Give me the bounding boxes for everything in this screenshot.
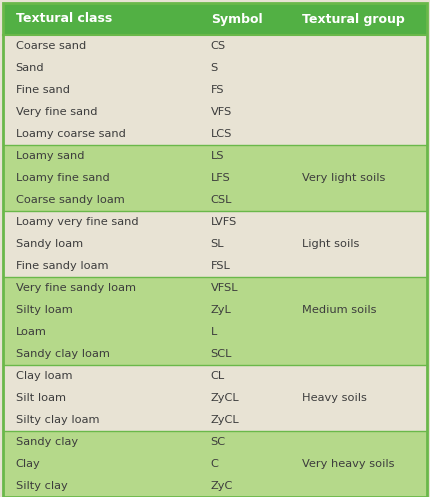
Text: Very light soils: Very light soils: [302, 173, 385, 183]
Text: Very fine sand: Very fine sand: [15, 107, 97, 117]
Text: Sand: Sand: [15, 63, 44, 73]
Text: Fine sandy loam: Fine sandy loam: [15, 261, 108, 271]
Bar: [3, 57, 427, 79]
Text: Clay loam: Clay loam: [15, 371, 72, 381]
Text: Sandy clay loam: Sandy clay loam: [15, 349, 110, 359]
Text: VFS: VFS: [211, 107, 232, 117]
Text: Silty loam: Silty loam: [15, 305, 72, 315]
Text: LVFS: LVFS: [211, 217, 237, 227]
Bar: [3, 431, 427, 453]
Text: ZyL: ZyL: [211, 305, 231, 315]
Bar: [3, 409, 427, 431]
Bar: [3, 299, 427, 321]
Bar: [3, 387, 427, 409]
Bar: [3, 101, 427, 123]
Bar: [3, 167, 427, 189]
Text: Sandy clay: Sandy clay: [15, 437, 78, 447]
Text: Symbol: Symbol: [211, 12, 262, 25]
Text: LS: LS: [211, 151, 224, 161]
Text: ZyCL: ZyCL: [211, 415, 239, 425]
Bar: [3, 189, 427, 211]
Bar: [3, 453, 427, 475]
Text: SCL: SCL: [211, 349, 232, 359]
Text: Very heavy soils: Very heavy soils: [302, 459, 394, 469]
Text: Sandy loam: Sandy loam: [15, 239, 83, 249]
Text: Very fine sandy loam: Very fine sandy loam: [15, 283, 135, 293]
Bar: [3, 233, 427, 255]
Bar: [3, 35, 427, 57]
Text: Loamy fine sand: Loamy fine sand: [15, 173, 109, 183]
Text: Fine sand: Fine sand: [15, 85, 70, 95]
Bar: [3, 79, 427, 101]
Text: Loamy very fine sand: Loamy very fine sand: [15, 217, 138, 227]
Text: LCS: LCS: [211, 129, 232, 139]
Text: CL: CL: [211, 371, 225, 381]
Text: VFSL: VFSL: [211, 283, 238, 293]
Bar: [3, 3, 427, 35]
Text: LFS: LFS: [211, 173, 230, 183]
Text: Textural class: Textural class: [15, 12, 112, 25]
Text: Coarse sandy loam: Coarse sandy loam: [15, 195, 124, 205]
Text: ZyCL: ZyCL: [211, 393, 239, 403]
Bar: [3, 321, 427, 343]
Bar: [3, 277, 427, 299]
Text: Clay: Clay: [15, 459, 40, 469]
Bar: [3, 365, 427, 387]
Text: CSL: CSL: [211, 195, 232, 205]
Text: FS: FS: [211, 85, 224, 95]
Text: Heavy soils: Heavy soils: [302, 393, 367, 403]
Text: FSL: FSL: [211, 261, 230, 271]
Text: Silty clay: Silty clay: [15, 481, 68, 491]
Text: SL: SL: [211, 239, 224, 249]
Text: Medium soils: Medium soils: [302, 305, 376, 315]
Text: Loam: Loam: [15, 327, 46, 337]
Bar: [3, 343, 427, 365]
Text: C: C: [211, 459, 218, 469]
Text: S: S: [211, 63, 218, 73]
Text: L: L: [211, 327, 217, 337]
Text: Silt loam: Silt loam: [15, 393, 66, 403]
Bar: [3, 123, 427, 145]
Bar: [3, 211, 427, 233]
Text: Light soils: Light soils: [302, 239, 359, 249]
Bar: [3, 145, 427, 167]
Text: Loamy sand: Loamy sand: [15, 151, 84, 161]
Text: CS: CS: [211, 41, 226, 51]
Text: ZyC: ZyC: [211, 481, 233, 491]
Bar: [3, 255, 427, 277]
Text: Coarse sand: Coarse sand: [15, 41, 86, 51]
Text: Textural group: Textural group: [302, 12, 405, 25]
Bar: [3, 475, 427, 497]
Text: Silty clay loam: Silty clay loam: [15, 415, 99, 425]
Text: SC: SC: [211, 437, 226, 447]
Text: Loamy coarse sand: Loamy coarse sand: [15, 129, 126, 139]
